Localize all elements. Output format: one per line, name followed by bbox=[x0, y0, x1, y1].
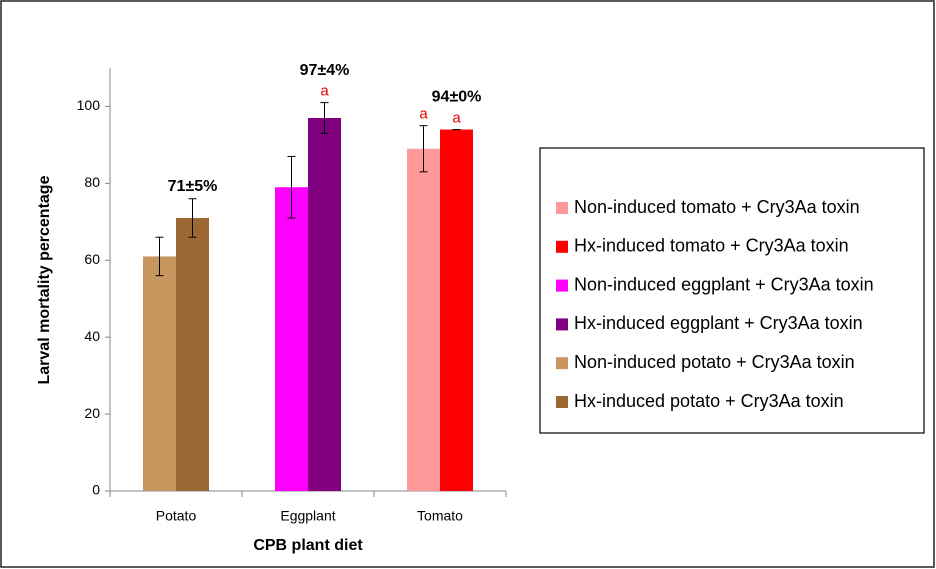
legend-label: Hx-induced eggplant + Cry3Aa toxin bbox=[574, 313, 863, 333]
x-tick-label: Potato bbox=[156, 508, 197, 524]
y-axis-label: Larval mortality percentage bbox=[36, 175, 53, 384]
legend-label: Hx-induced potato + Cry3Aa toxin bbox=[574, 391, 844, 411]
y-tick-label: 20 bbox=[84, 405, 100, 421]
y-tick-label: 40 bbox=[84, 328, 100, 344]
value-label: 94±0% bbox=[432, 89, 482, 106]
legend-label: Non-induced tomato + Cry3Aa toxin bbox=[574, 197, 860, 217]
bar bbox=[407, 148, 440, 491]
bar bbox=[440, 129, 473, 491]
legend-swatch bbox=[556, 396, 568, 408]
x-axis-label: CPB plant diet bbox=[253, 537, 363, 554]
legend-swatch bbox=[556, 279, 568, 292]
bar bbox=[308, 117, 341, 491]
significance-letter: a bbox=[452, 109, 461, 126]
y-tick-label: 60 bbox=[84, 251, 100, 267]
y-tick-label: 80 bbox=[84, 174, 100, 190]
x-tick-label: Tomato bbox=[417, 508, 463, 524]
x-tick-label: Eggplant bbox=[280, 508, 335, 524]
legend-label: Non-induced potato + Cry3Aa toxin bbox=[574, 352, 855, 372]
legend-swatch bbox=[556, 318, 568, 331]
value-label: 97±4% bbox=[300, 62, 350, 79]
value-label: 71±5% bbox=[168, 178, 218, 195]
y-tick-label: 0 bbox=[92, 482, 100, 498]
legend-swatch bbox=[556, 202, 568, 214]
legend-swatch bbox=[556, 240, 568, 253]
legend-label: Non-induced eggplant + Cry3Aa toxin bbox=[574, 274, 874, 294]
bar bbox=[143, 256, 176, 491]
legend-label: Hx-induced tomato + Cry3Aa toxin bbox=[574, 236, 849, 256]
legend-swatch bbox=[556, 357, 568, 370]
significance-letter: a bbox=[320, 83, 329, 100]
bar bbox=[176, 217, 209, 492]
bar bbox=[275, 187, 308, 491]
y-tick-label: 100 bbox=[77, 97, 101, 113]
legend-box bbox=[539, 147, 925, 434]
significance-letter: a bbox=[419, 106, 428, 123]
